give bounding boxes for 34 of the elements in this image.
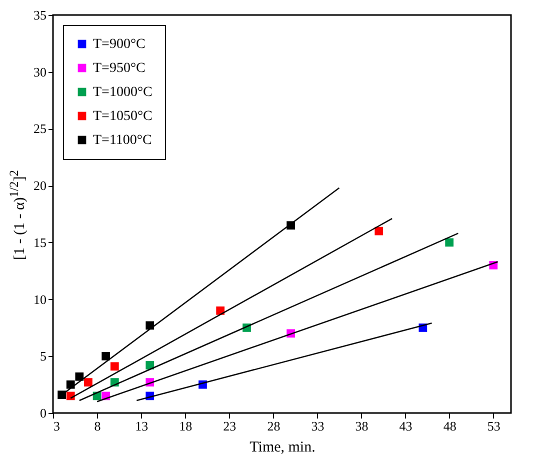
x-axis-title: Time, min. (250, 440, 316, 456)
x-tick-label: 23 (223, 418, 236, 434)
y-tick-label: 35 (34, 8, 46, 22)
x-tick-label: 33 (311, 418, 324, 434)
x-tick-label: 18 (179, 418, 192, 434)
x-tick-label: 3 (54, 418, 60, 434)
y-tick-label: 0 (40, 406, 46, 420)
point (445, 238, 454, 247)
point (110, 362, 119, 371)
point (102, 352, 110, 360)
y-tick-label: 5 (40, 348, 46, 364)
point (75, 372, 84, 381)
legend-label: T=950°C (93, 61, 146, 76)
x-tick-label: 48 (443, 418, 456, 434)
point (66, 380, 75, 389)
y-tick-label: 20 (34, 178, 46, 194)
x-tick-label: 53 (487, 418, 500, 434)
legend-label: T=1100°C (93, 133, 152, 148)
x-tick-label: 8 (94, 418, 101, 434)
point (374, 226, 384, 236)
x-tick-label: 28 (267, 418, 280, 434)
y-tick-label: 30 (34, 64, 46, 80)
point (146, 361, 154, 370)
legend-label: T=900°C (93, 37, 146, 52)
point (58, 390, 66, 399)
x-tick-label: 13 (135, 418, 148, 434)
x-tick-label: 43 (399, 418, 412, 434)
legend-label: T=1000°C (93, 85, 152, 100)
legend-label: T=1050°C (93, 109, 152, 124)
y-tick-label: 15 (34, 234, 46, 250)
y-tick-label: 10 (34, 292, 46, 307)
point (84, 378, 92, 386)
y-tick-label: 25 (34, 121, 46, 136)
x-tick-label: 38 (355, 418, 368, 434)
